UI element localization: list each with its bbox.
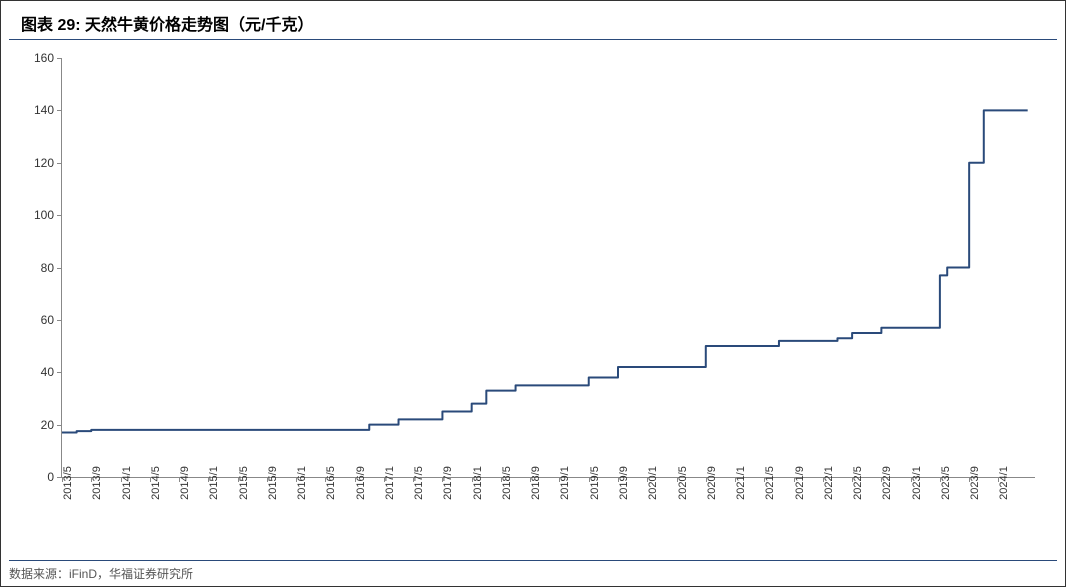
y-axis-label: 20 (41, 418, 54, 432)
x-axis-label: 2014/9 (179, 466, 191, 500)
x-axis-label: 2020/5 (677, 466, 689, 500)
chart-area: 0 20 40 60 80 100 120 140 160 2013/5 2013/9 2014/1 2… (21, 48, 1045, 538)
x-axis-label: 2019/1 (559, 466, 571, 500)
y-axis-label: 60 (41, 313, 54, 327)
x-axis-label: 2018/5 (501, 466, 513, 500)
x-axis-label: 2018/9 (530, 466, 542, 500)
x-axis-label: 2021/1 (735, 466, 747, 500)
x-axis-label: 2021/5 (764, 466, 776, 500)
chart-title: 图表 29: 天然牛黄价格走势图（元/千克） (21, 11, 1045, 35)
line-chart-svg (62, 58, 1035, 477)
y-tick (57, 268, 62, 269)
y-tick (57, 163, 62, 164)
x-axis-label: 2016/9 (355, 466, 367, 500)
x-axis-label: 2017/9 (442, 466, 454, 500)
y-tick (57, 425, 62, 426)
x-axis-label: 2020/9 (706, 466, 718, 500)
x-axis-label: 2022/1 (823, 466, 835, 500)
x-axis-label: 2024/1 (998, 466, 1010, 500)
y-tick (57, 58, 62, 59)
y-axis-label: 160 (34, 51, 54, 65)
x-axis-label: 2015/5 (238, 466, 250, 500)
x-axis-label: 2013/5 (62, 466, 74, 500)
title-bar: 图表 29: 天然牛黄价格走势图（元/千克） (9, 5, 1057, 40)
y-axis-label: 40 (41, 365, 54, 379)
y-tick (57, 110, 62, 111)
y-tick (57, 215, 62, 216)
x-axis-label: 2017/1 (384, 466, 396, 500)
x-axis-label: 2020/1 (647, 466, 659, 500)
y-axis-label: 80 (41, 261, 54, 275)
y-axis-label: 140 (34, 103, 54, 117)
x-axis-label: 2019/5 (589, 466, 601, 500)
y-tick (57, 372, 62, 373)
x-axis-label: 2015/1 (208, 466, 220, 500)
source-text: 数据来源：iFinD，华福证券研究所 (9, 567, 193, 581)
y-tick (57, 320, 62, 321)
x-axis-label: 2016/5 (325, 466, 337, 500)
x-axis-label: 2013/9 (91, 466, 103, 500)
x-axis-label: 2019/9 (618, 466, 630, 500)
y-axis-label: 100 (34, 208, 54, 222)
price-line (62, 110, 1028, 432)
x-axis-label: 2023/1 (911, 466, 923, 500)
x-axis-label: 2022/9 (881, 466, 893, 500)
chart-container: 图表 29: 天然牛黄价格走势图（元/千克） 0 20 40 60 80 100 120 14… (0, 0, 1066, 587)
x-axis-label: 2021/9 (794, 466, 806, 500)
x-axis-label: 2014/1 (121, 466, 133, 500)
x-axis-label: 2014/5 (150, 466, 162, 500)
plot-region: 0204060801001201401602013/52013/92014/12… (61, 58, 1035, 478)
y-axis-label: 120 (34, 156, 54, 170)
x-axis-label: 2022/5 (852, 466, 864, 500)
source-attribution: 数据来源：iFinD，华福证券研究所 (9, 560, 1057, 582)
y-axis-label: 0 (47, 470, 54, 484)
x-axis-label: 2018/1 (472, 466, 484, 500)
x-axis-label: 2017/5 (413, 466, 425, 500)
x-axis-label: 2023/9 (969, 466, 981, 500)
x-axis-label: 2015/9 (267, 466, 279, 500)
x-axis-label: 2023/5 (940, 466, 952, 500)
x-axis-label: 2016/1 (296, 466, 308, 500)
